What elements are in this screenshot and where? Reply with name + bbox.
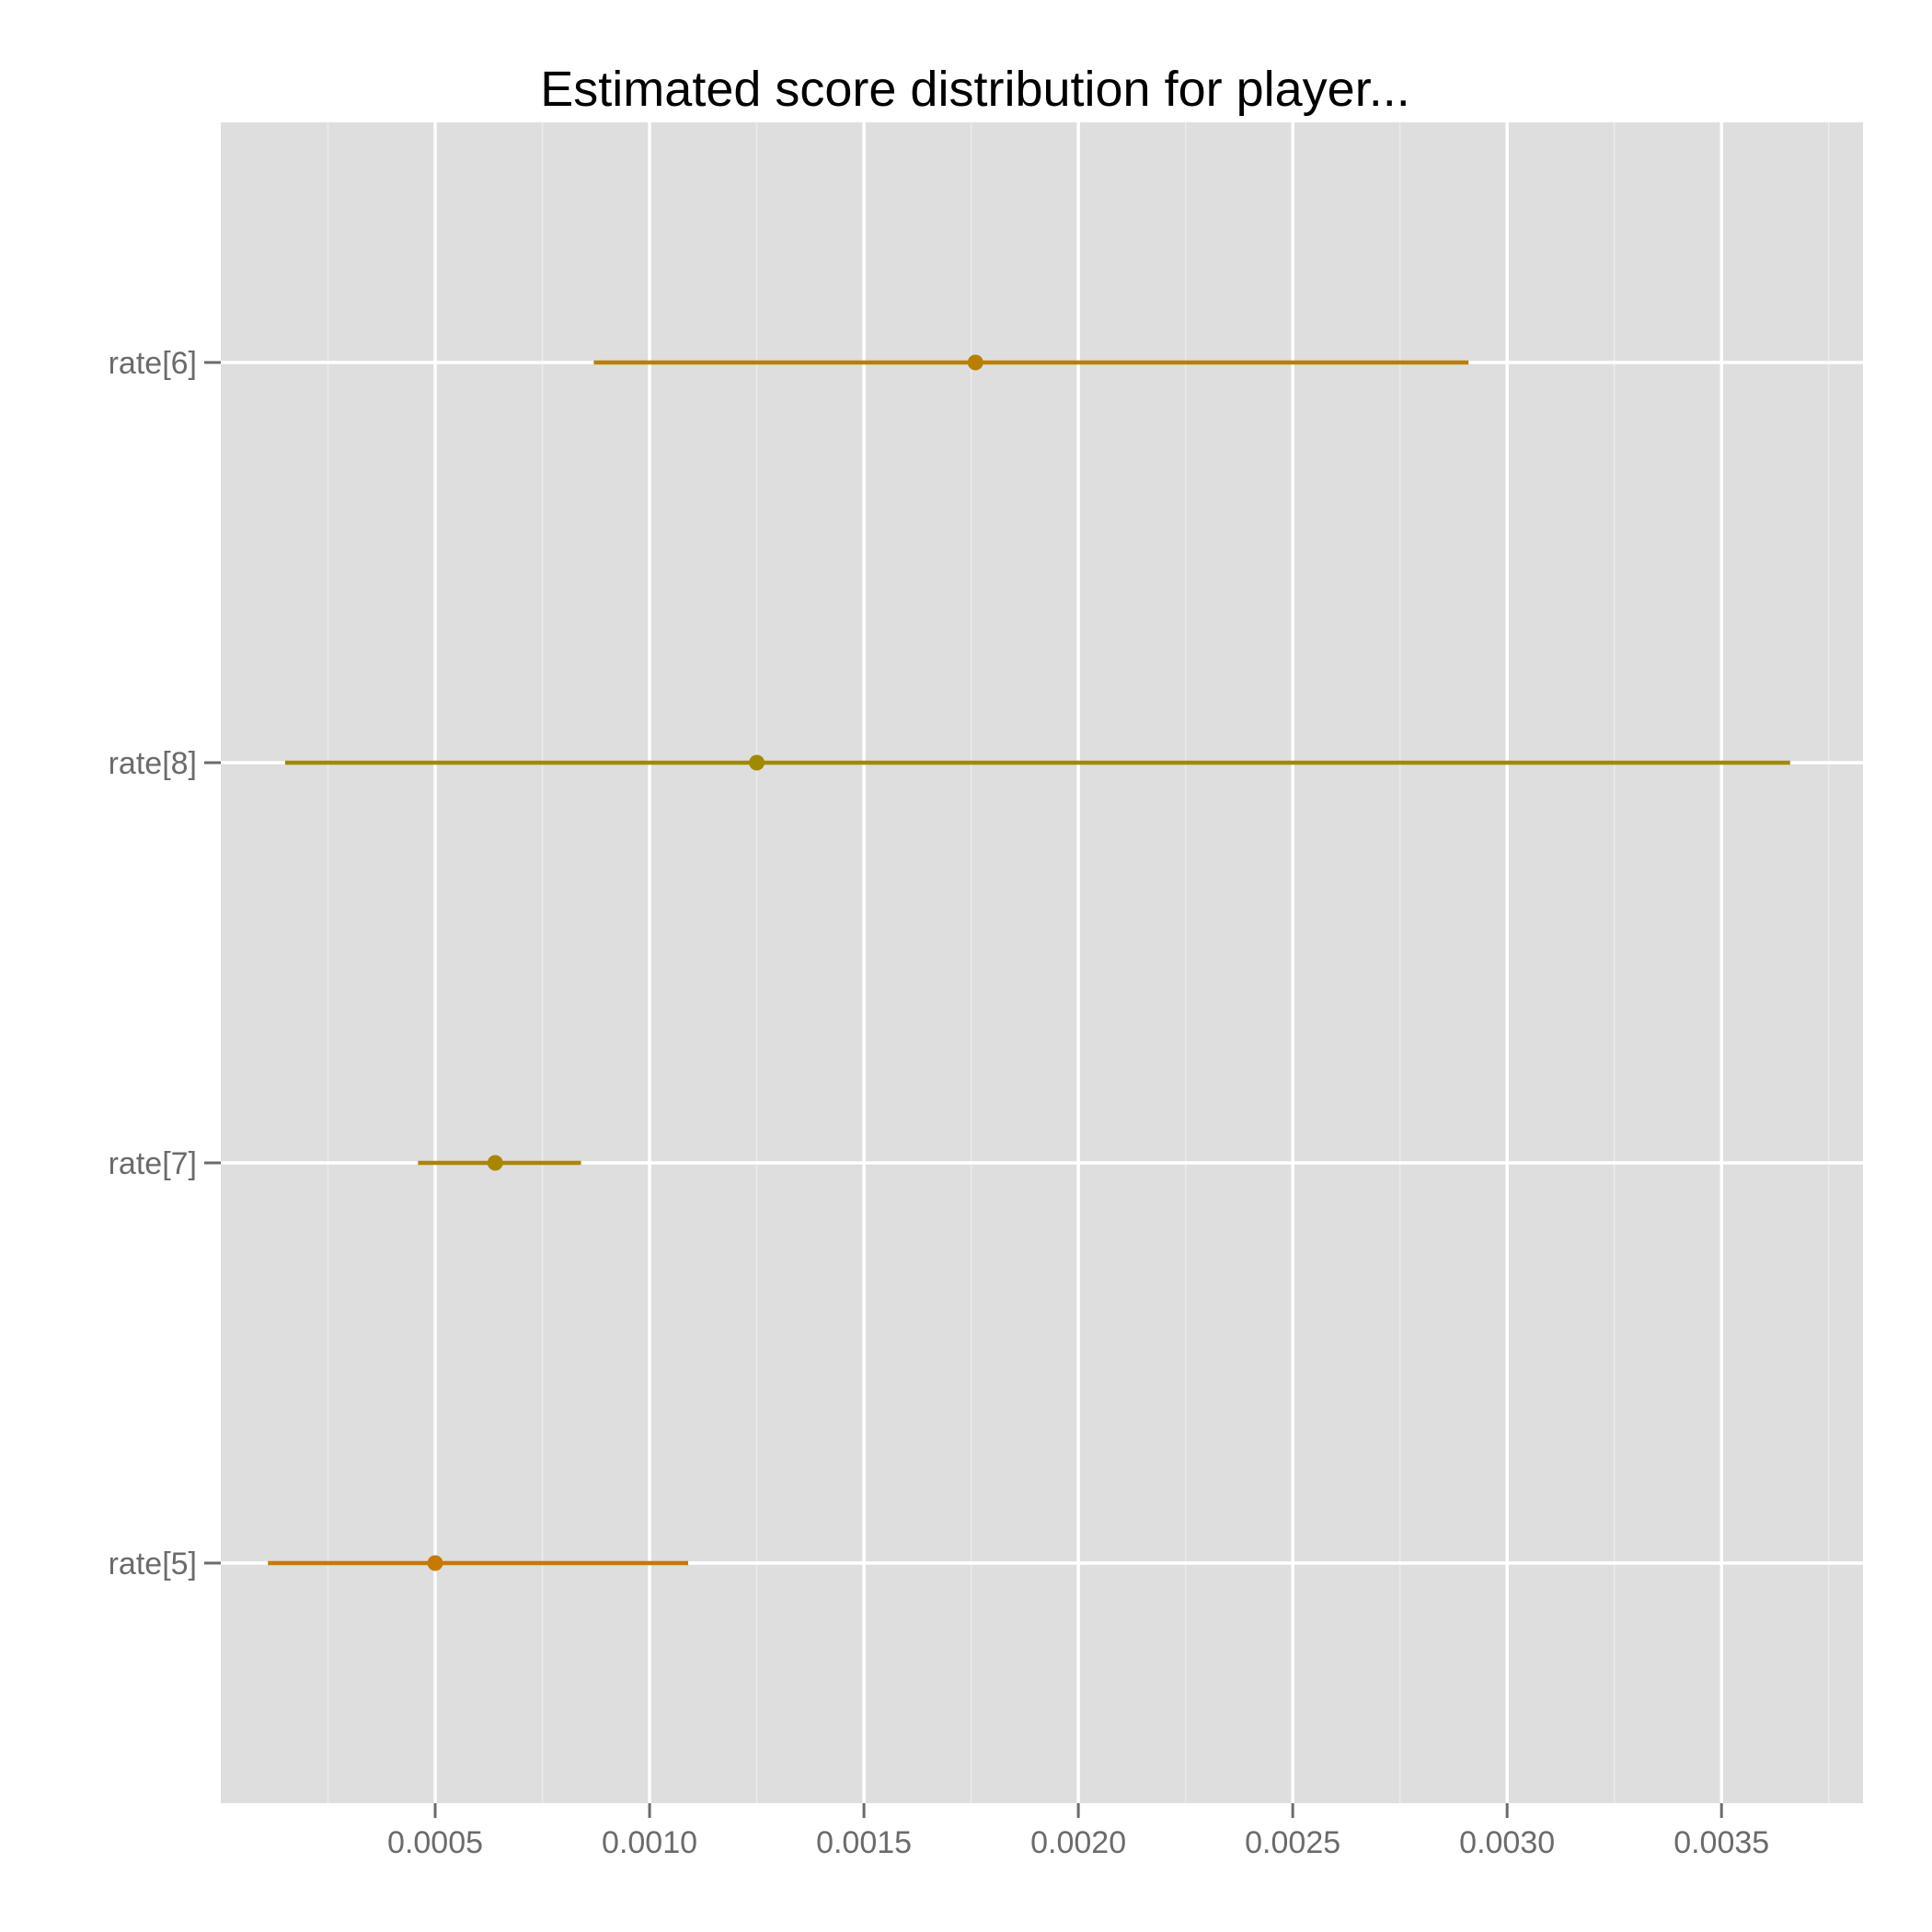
plot-panel: [221, 122, 1863, 1803]
y-tick-label: rate[8]: [109, 746, 197, 781]
x-tick-label: 0.0020: [1030, 1825, 1126, 1860]
y-tick-label: rate[5]: [109, 1547, 197, 1581]
x-tick-label: 0.0030: [1459, 1825, 1555, 1860]
y-tick-label: rate[7]: [109, 1146, 197, 1181]
estimate-point: [427, 1555, 443, 1571]
y-axis: rate[6] rate[8] rate[7] rate[5]: [109, 346, 221, 1581]
x-axis: 0.0005 0.0010 0.0015 0.0020 0.0025 0.0030 0.00…: [387, 1803, 1769, 1860]
x-tick-label: 0.0035: [1673, 1825, 1769, 1860]
chart-title: Estimated score distribution for player.…: [540, 62, 1409, 117]
estimate-point: [487, 1155, 503, 1171]
y-tick-label: rate[6]: [109, 346, 197, 381]
estimate-point: [967, 354, 983, 371]
interval-rate5: [268, 1555, 689, 1571]
x-tick-label: 0.0010: [602, 1825, 697, 1860]
x-tick-label: 0.0005: [387, 1825, 483, 1860]
interval-rate8: [284, 754, 1790, 771]
minor-gridlines: [327, 122, 1830, 1803]
estimate-point: [749, 754, 765, 771]
interval-rate6: [593, 354, 1469, 371]
interval-series: [268, 354, 1790, 1571]
interval-rate7: [418, 1155, 581, 1171]
x-tick-label: 0.0025: [1245, 1825, 1340, 1860]
x-tick-label: 0.0015: [816, 1825, 912, 1860]
